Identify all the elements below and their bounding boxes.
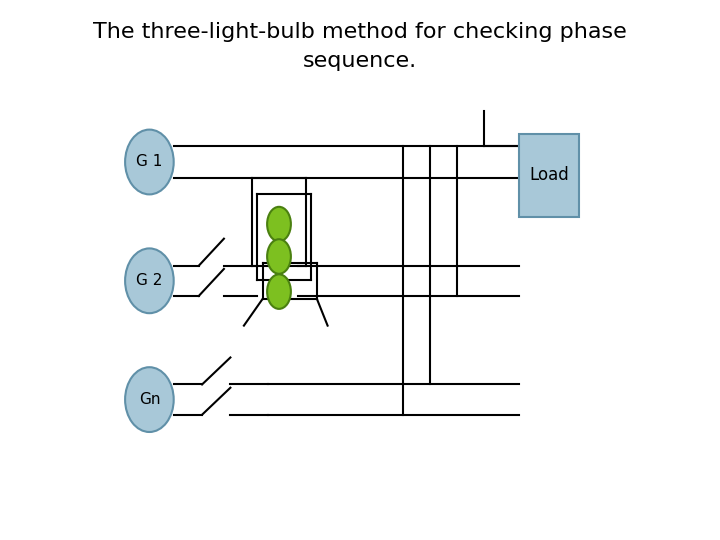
Text: The three-light-bulb method for checking phase: The three-light-bulb method for checking… (93, 22, 627, 42)
Text: sequence.: sequence. (303, 51, 417, 71)
Text: Load: Load (529, 166, 569, 185)
Ellipse shape (125, 248, 174, 313)
Text: G 1: G 1 (136, 154, 163, 170)
Ellipse shape (267, 207, 291, 241)
Bar (519, 134, 579, 217)
Text: G 2: G 2 (136, 273, 163, 288)
Ellipse shape (125, 130, 174, 194)
Ellipse shape (267, 239, 291, 274)
Ellipse shape (125, 367, 174, 432)
Text: Gn: Gn (139, 392, 160, 407)
Ellipse shape (267, 274, 291, 309)
